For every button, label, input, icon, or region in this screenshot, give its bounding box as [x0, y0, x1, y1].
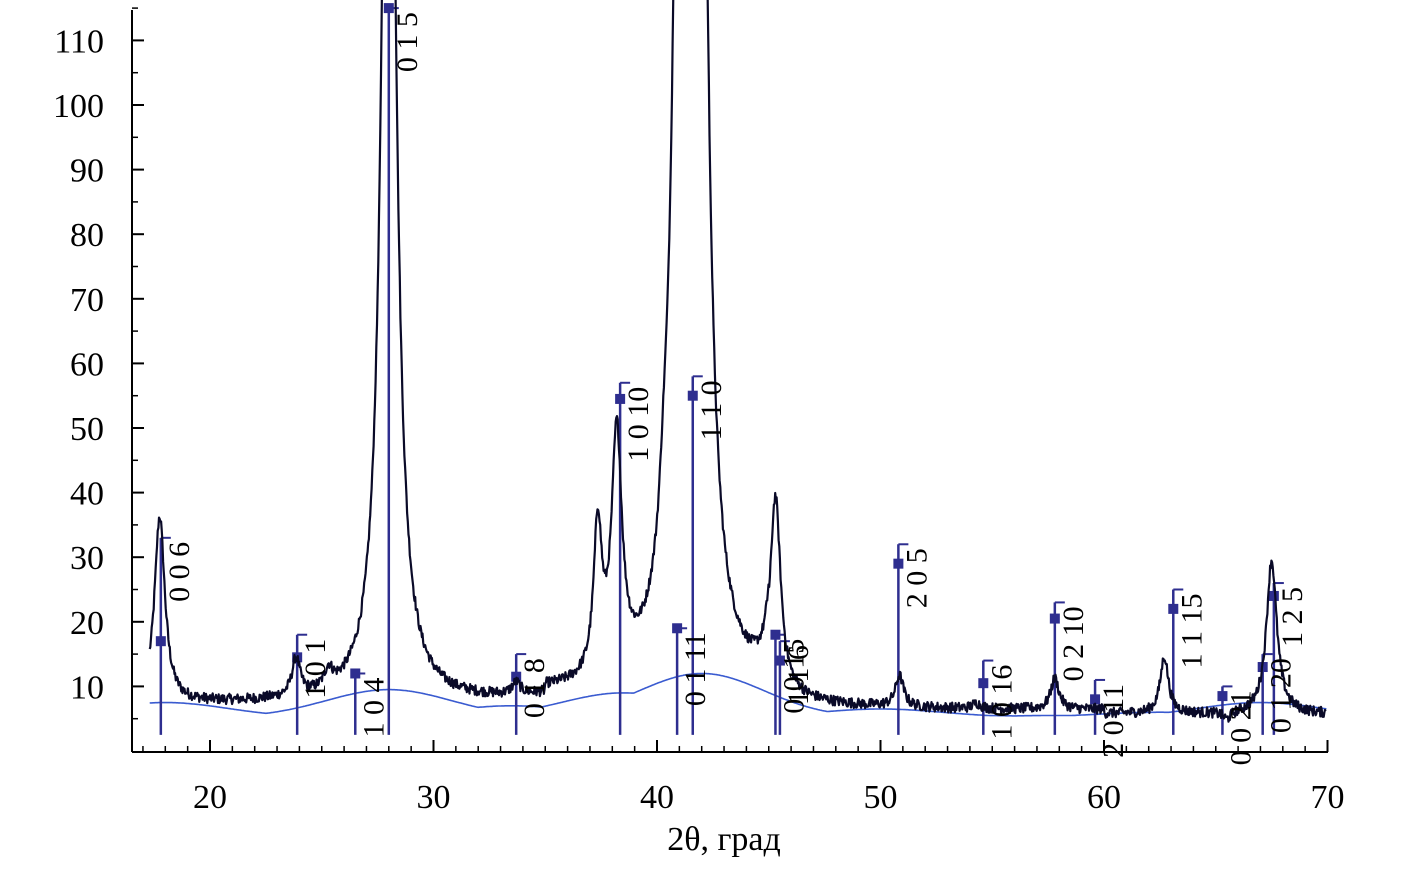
reference-marker [383, 3, 394, 14]
peak-label: 1 0 10 [622, 387, 655, 462]
reference-marker [155, 636, 166, 647]
y-tick-label: 20 [70, 605, 104, 642]
x-tick-label: 50 [864, 779, 898, 816]
y-tick-label: 80 [70, 217, 104, 254]
y-tick-label: 110 [54, 23, 104, 60]
reference-marker [615, 393, 626, 404]
y-tick-label: 10 [70, 669, 104, 706]
y-tick-label: 60 [70, 346, 104, 383]
reference-marker [1049, 613, 1060, 624]
peak-label: 1 0 4 [357, 677, 390, 737]
peak-label: 1 0 1 [299, 639, 332, 699]
y-tick-label: 50 [70, 411, 104, 448]
peak-label: 0 1 5 [391, 12, 424, 72]
peak-label: 0 0 21 [1224, 690, 1257, 765]
reference-marker [770, 629, 781, 640]
x-axis-title: 2θ, град [667, 821, 781, 858]
peak-label: 1 0 16 [985, 665, 1018, 740]
reference-marker [893, 558, 904, 569]
x-tick-label: 70 [1311, 779, 1345, 816]
reference-lines [155, 3, 1284, 735]
y-tick-label: 40 [70, 476, 104, 513]
reference-marker [672, 623, 683, 634]
peak-label: 0 0 15 [777, 639, 810, 714]
tick-labels: 10 20 30 40 50 60 70 80 90 100 110 20 30 40 50 60 70 [53, 23, 1345, 816]
axes [131, 7, 1329, 753]
reference-marker [687, 390, 698, 401]
peak-labels: 0 0 6 1 0 1 1 0 4 0 1 5 0 1 8 1 0 10 0 1 11 1 1… [163, 12, 1309, 765]
peak-label: 1 1 0 [695, 380, 728, 440]
x-tick-label: 20 [193, 779, 227, 816]
y-tick-label: 90 [70, 153, 104, 190]
peak-label: 0 1 8 [518, 658, 551, 718]
y-tick-label: 100 [53, 88, 104, 125]
peak-label: 2 0 11 [1097, 684, 1130, 758]
peak-label: 0 1 11 [679, 632, 712, 706]
reference-marker [350, 668, 361, 679]
peak-label: 1 1 6 [782, 645, 815, 705]
peak-label: 1 2 5 [1276, 587, 1309, 647]
x-tick-label: 30 [417, 779, 451, 816]
x-tick-label: 40 [640, 779, 674, 816]
reference-marker [1268, 590, 1279, 601]
y-tick-label: 70 [70, 282, 104, 319]
reference-marker [774, 655, 785, 666]
reference-marker [1217, 691, 1228, 702]
peak-label: 2 0 5 [900, 548, 933, 608]
peak-label: 1 1 15 [1175, 594, 1208, 669]
pattern-line [148, 0, 1327, 723]
diffraction-pattern [148, 0, 1327, 723]
reference-marker [1090, 694, 1101, 705]
reference-marker [1168, 603, 1179, 614]
peak-label: 0 1 20 [1265, 658, 1298, 733]
y-tick-label: 30 [70, 540, 104, 577]
peak-label: 0 0 6 [163, 542, 196, 602]
reference-marker [978, 678, 989, 689]
peak-label: 0 2 10 [1057, 606, 1090, 681]
x-tick-label: 60 [1087, 779, 1121, 816]
